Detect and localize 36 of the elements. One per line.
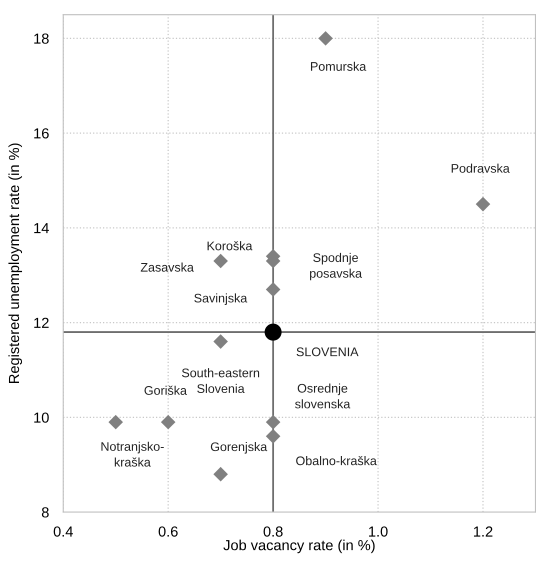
point — [213, 334, 228, 349]
point — [264, 324, 282, 341]
annotation: Obalno-kraška — [296, 456, 377, 466]
point — [476, 196, 490, 212]
annotation: Zasavska — [140, 262, 194, 272]
annotation: Pomurska — [310, 62, 366, 71]
point — [266, 414, 280, 430]
y-tick-label: 18 — [34, 33, 49, 44]
y-tick-label: 12 — [34, 318, 49, 328]
annotation: Koroška — [208, 241, 252, 250]
x-tick-label: 1.0 — [369, 526, 388, 537]
point — [213, 466, 228, 482]
point — [213, 254, 228, 268]
x-tick-label: 0.4 — [54, 526, 73, 537]
annotation: Goriška — [144, 386, 187, 395]
annotation: Spodnje posavska — [310, 252, 362, 280]
x-axis-title: Job vacancy rate (in %) — [223, 540, 375, 554]
series-label: SLOVENIA — [296, 347, 359, 356]
annotation: Podravska — [452, 164, 510, 173]
x-tick-label: 0.6 — [158, 526, 178, 537]
y-axis-title: Registered unemployment rate (in %) — [8, 144, 22, 383]
point — [318, 31, 333, 46]
point — [108, 414, 123, 430]
annotation: Notranjsko- kraška — [101, 442, 164, 467]
x-tick-label: 0.8 — [264, 526, 283, 537]
y-tick-label: 16 — [34, 128, 49, 139]
annotation: Gorenjska — [210, 442, 268, 454]
point — [266, 282, 280, 297]
annotation: Savinjska — [194, 293, 248, 306]
y-tick-label: 10 — [34, 412, 49, 423]
point — [160, 414, 176, 430]
y-tick-label: 14 — [34, 223, 49, 234]
x-tick-label: 1.2 — [474, 526, 492, 537]
y-tick-label: 8 — [42, 507, 49, 518]
annotation: Osrednje slovenska — [295, 384, 350, 408]
point — [266, 429, 280, 444]
